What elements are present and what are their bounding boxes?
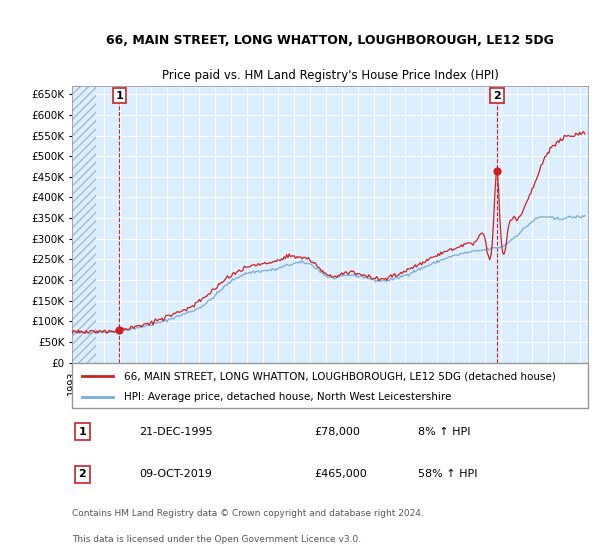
- Bar: [72, 86, 96, 363]
- Text: 1: 1: [115, 91, 123, 101]
- Text: 66, MAIN STREET, LONG WHATTON, LOUGHBOROUGH, LE12 5DG (detached house): 66, MAIN STREET, LONG WHATTON, LOUGHBORO…: [124, 371, 556, 381]
- Text: 09-OCT-2019: 09-OCT-2019: [139, 469, 212, 479]
- Text: 2: 2: [493, 91, 501, 101]
- Text: 58% ↑ HPI: 58% ↑ HPI: [418, 469, 477, 479]
- Text: 8% ↑ HPI: 8% ↑ HPI: [418, 427, 470, 437]
- Text: Contains HM Land Registry data © Crown copyright and database right 2024.: Contains HM Land Registry data © Crown c…: [72, 509, 424, 518]
- Text: 21-DEC-1995: 21-DEC-1995: [139, 427, 213, 437]
- Text: £78,000: £78,000: [314, 427, 361, 437]
- Text: Price paid vs. HM Land Registry's House Price Index (HPI): Price paid vs. HM Land Registry's House …: [161, 69, 499, 82]
- Text: This data is licensed under the Open Government Licence v3.0.: This data is licensed under the Open Gov…: [72, 535, 361, 544]
- Text: 1: 1: [79, 427, 86, 437]
- Text: HPI: Average price, detached house, North West Leicestershire: HPI: Average price, detached house, Nort…: [124, 392, 451, 402]
- Text: 2: 2: [79, 469, 86, 479]
- Text: £465,000: £465,000: [314, 469, 367, 479]
- Text: 66, MAIN STREET, LONG WHATTON, LOUGHBOROUGH, LE12 5DG: 66, MAIN STREET, LONG WHATTON, LOUGHBORO…: [106, 34, 554, 47]
